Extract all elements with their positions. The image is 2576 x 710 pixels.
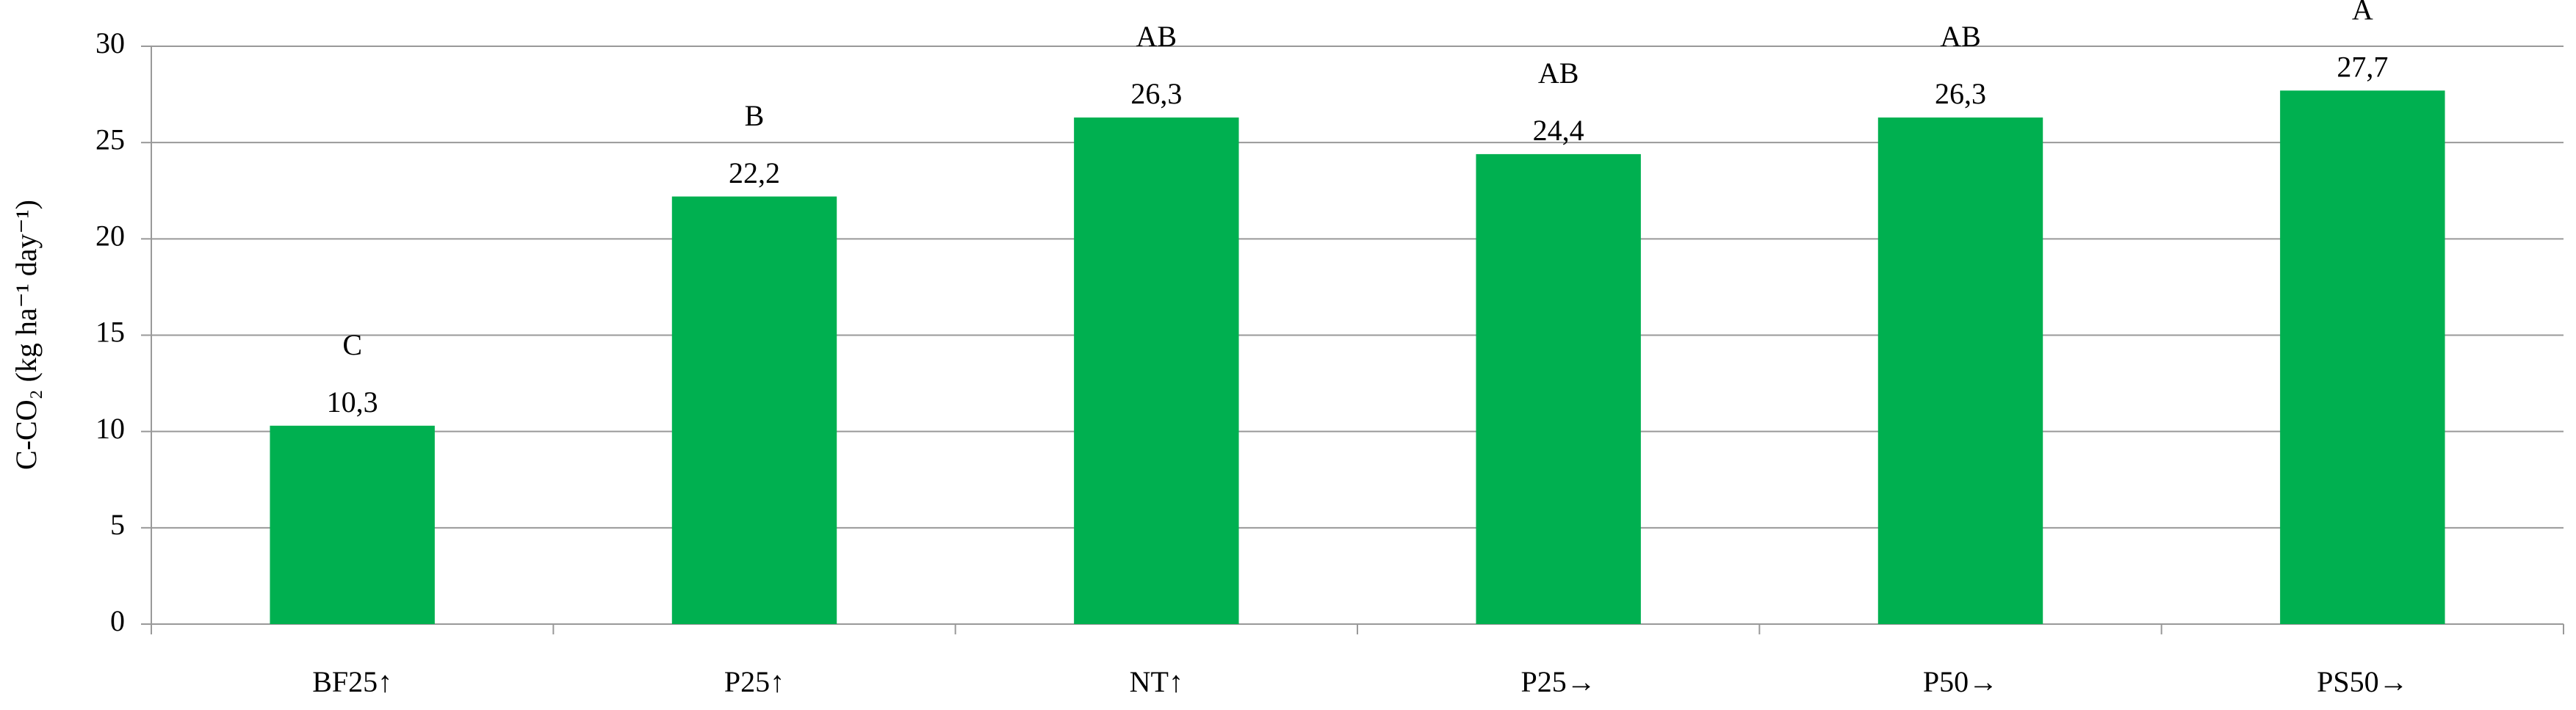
value-label: 24,4 [1533,114,1584,147]
y-tick-label: 15 [95,316,125,349]
bar [1074,117,1239,624]
x-tick-label: P50→ [1923,665,1998,698]
x-tick-label: P25↑ [724,665,784,698]
x-tick-label: NT↑ [1130,665,1183,698]
bar [1877,117,2043,624]
y-tick-label: 25 [95,123,125,156]
bar [671,196,837,624]
value-label: 26,3 [1935,77,1986,110]
bar [2280,90,2445,624]
significance-letter: AB [1538,57,1579,90]
value-label: 10,3 [327,385,378,419]
y-tick-label: 0 [110,604,125,637]
value-label: 26,3 [1130,77,1182,110]
significance-letter: C [342,328,362,361]
value-label: 22,2 [729,156,780,189]
y-tick-label: 20 [95,220,125,253]
y-tick-label: 5 [110,508,125,541]
y-tick-label: 10 [95,412,125,445]
x-tick-label: PS50→ [2317,665,2409,698]
significance-letter: B [745,99,765,132]
x-tick-label: P25→ [1521,665,1596,698]
y-tick-label: 30 [95,26,125,59]
significance-letter: A [2352,0,2373,26]
significance-letter: AB [1136,20,1177,53]
y-axis-label: C-CO₂ (kg ha⁻¹ day⁻¹) [10,200,43,470]
bar [270,425,435,624]
x-tick-label: BF25↑ [312,665,392,698]
value-label: 27,7 [2337,51,2388,84]
bar [1476,153,1641,624]
significance-letter: AB [1940,20,1981,53]
